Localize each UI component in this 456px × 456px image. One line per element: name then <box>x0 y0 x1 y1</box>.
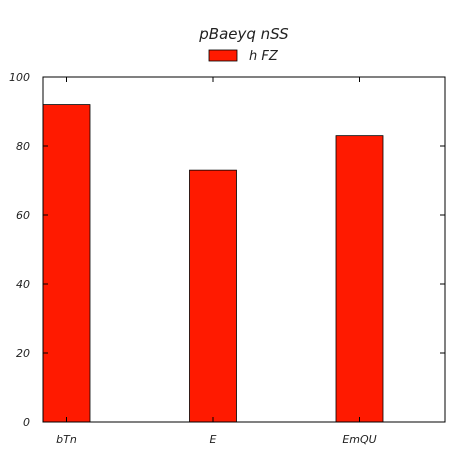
x-axis: bTn E EmQU <box>56 77 377 446</box>
legend-swatch <box>208 49 238 62</box>
chart-title: pBaeyq nSS <box>198 25 289 43</box>
bar-bTn <box>42 104 91 423</box>
legend: h FZ <box>208 49 279 64</box>
y-tick-label: 100 <box>9 71 30 84</box>
x-tick-label: bTn <box>56 433 77 446</box>
bar-E <box>189 169 237 423</box>
legend-label: h FZ <box>249 49 279 64</box>
y-tick-label: 20 <box>16 347 30 360</box>
y-tick-label: 60 <box>16 209 30 222</box>
x-tick-label: EmQU <box>342 433 376 446</box>
y-tick-label: 80 <box>16 140 30 153</box>
y-axis: 0 20 40 60 80 100 <box>9 71 445 429</box>
bar-EmQU <box>335 135 384 423</box>
y-tick-label: 40 <box>16 278 30 291</box>
x-tick-label: E <box>210 433 217 446</box>
bars-group <box>42 104 384 423</box>
y-tick-label: 0 <box>23 416 30 429</box>
plot-frame <box>42 76 446 423</box>
